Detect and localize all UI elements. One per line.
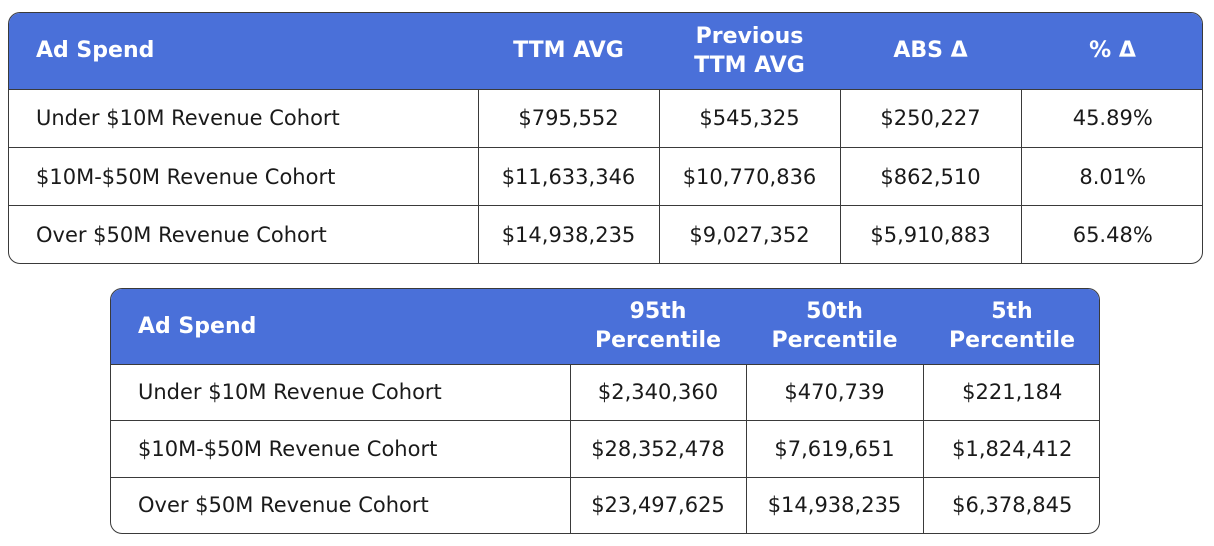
ttm-avg-cell: $11,633,346 [477,146,659,206]
cohort-label: $10M-$50M Revenue Cohort [9,146,478,206]
header-ttm-avg: TTM AVG [478,13,659,89]
cohort-label: $10M-$50M Revenue Cohort [111,420,570,478]
previous-ttm-avg-cell: $9,027,352 [658,205,840,263]
previous-ttm-avg-cell: $10,770,836 [658,146,840,206]
previous-ttm-avg-cell: $545,325 [658,88,840,148]
cohort-label: Under $10M Revenue Cohort [111,363,570,421]
header-ad-spend: Ad Spend [9,13,478,89]
cohort-label: Under $10M Revenue Cohort [9,88,478,148]
abs-delta-cell: $862,510 [839,146,1021,206]
p5-cell: $1,824,412 [922,420,1099,478]
header-ad-spend: Ad Spend [111,289,570,364]
abs-delta-cell: $250,227 [839,88,1021,148]
pct-delta-cell: 8.01% [1020,146,1202,206]
p50-cell: $14,938,235 [745,476,923,533]
table-row: Over $50M Revenue Cohort $23,497,625 $14… [111,476,1099,533]
ttm-ad-spend-table: Ad Spend TTM AVG Previous TTM AVG ABS Δ … [8,12,1203,264]
header-pct-delta: % Δ [1021,13,1202,89]
cohort-label: Over $50M Revenue Cohort [9,205,478,263]
ttm-avg-cell: $14,938,235 [477,205,659,263]
header-abs-delta: ABS Δ [840,13,1021,89]
p50-cell: $470,739 [745,363,923,421]
table-row: Under $10M Revenue Cohort $2,340,360 $47… [111,363,1099,421]
header-previous-ttm-avg: Previous TTM AVG [659,13,840,89]
ttm-table: Ad Spend TTM AVG Previous TTM AVG ABS Δ … [9,13,1202,263]
p95-cell: $23,497,625 [569,476,746,533]
p95-cell: $2,340,360 [569,363,746,421]
table-header-row: Ad Spend 95th Percentile 50th Percentile… [111,289,1099,364]
table-row: $10M-$50M Revenue Cohort $11,633,346 $10… [9,146,1202,206]
p5-cell: $221,184 [922,363,1099,421]
table-row: $10M-$50M Revenue Cohort $28,352,478 $7,… [111,420,1099,478]
table-header-row: Ad Spend TTM AVG Previous TTM AVG ABS Δ … [9,13,1202,89]
header-5th-percentile: 5th Percentile [923,289,1099,364]
header-95th-percentile: 95th Percentile [570,289,746,364]
percentile-table: Ad Spend 95th Percentile 50th Percentile… [111,289,1099,533]
pct-delta-cell: 45.89% [1020,88,1202,148]
header-50th-percentile: 50th Percentile [746,289,923,364]
ttm-avg-cell: $795,552 [477,88,659,148]
abs-delta-cell: $5,910,883 [839,205,1021,263]
pct-delta-cell: 65.48% [1020,205,1202,263]
p5-cell: $6,378,845 [922,476,1099,533]
p50-cell: $7,619,651 [745,420,923,478]
p95-cell: $28,352,478 [569,420,746,478]
cohort-label: Over $50M Revenue Cohort [111,476,570,533]
percentile-ad-spend-table: Ad Spend 95th Percentile 50th Percentile… [110,288,1100,534]
table-row: Under $10M Revenue Cohort $795,552 $545,… [9,88,1202,148]
table-row: Over $50M Revenue Cohort $14,938,235 $9,… [9,205,1202,263]
